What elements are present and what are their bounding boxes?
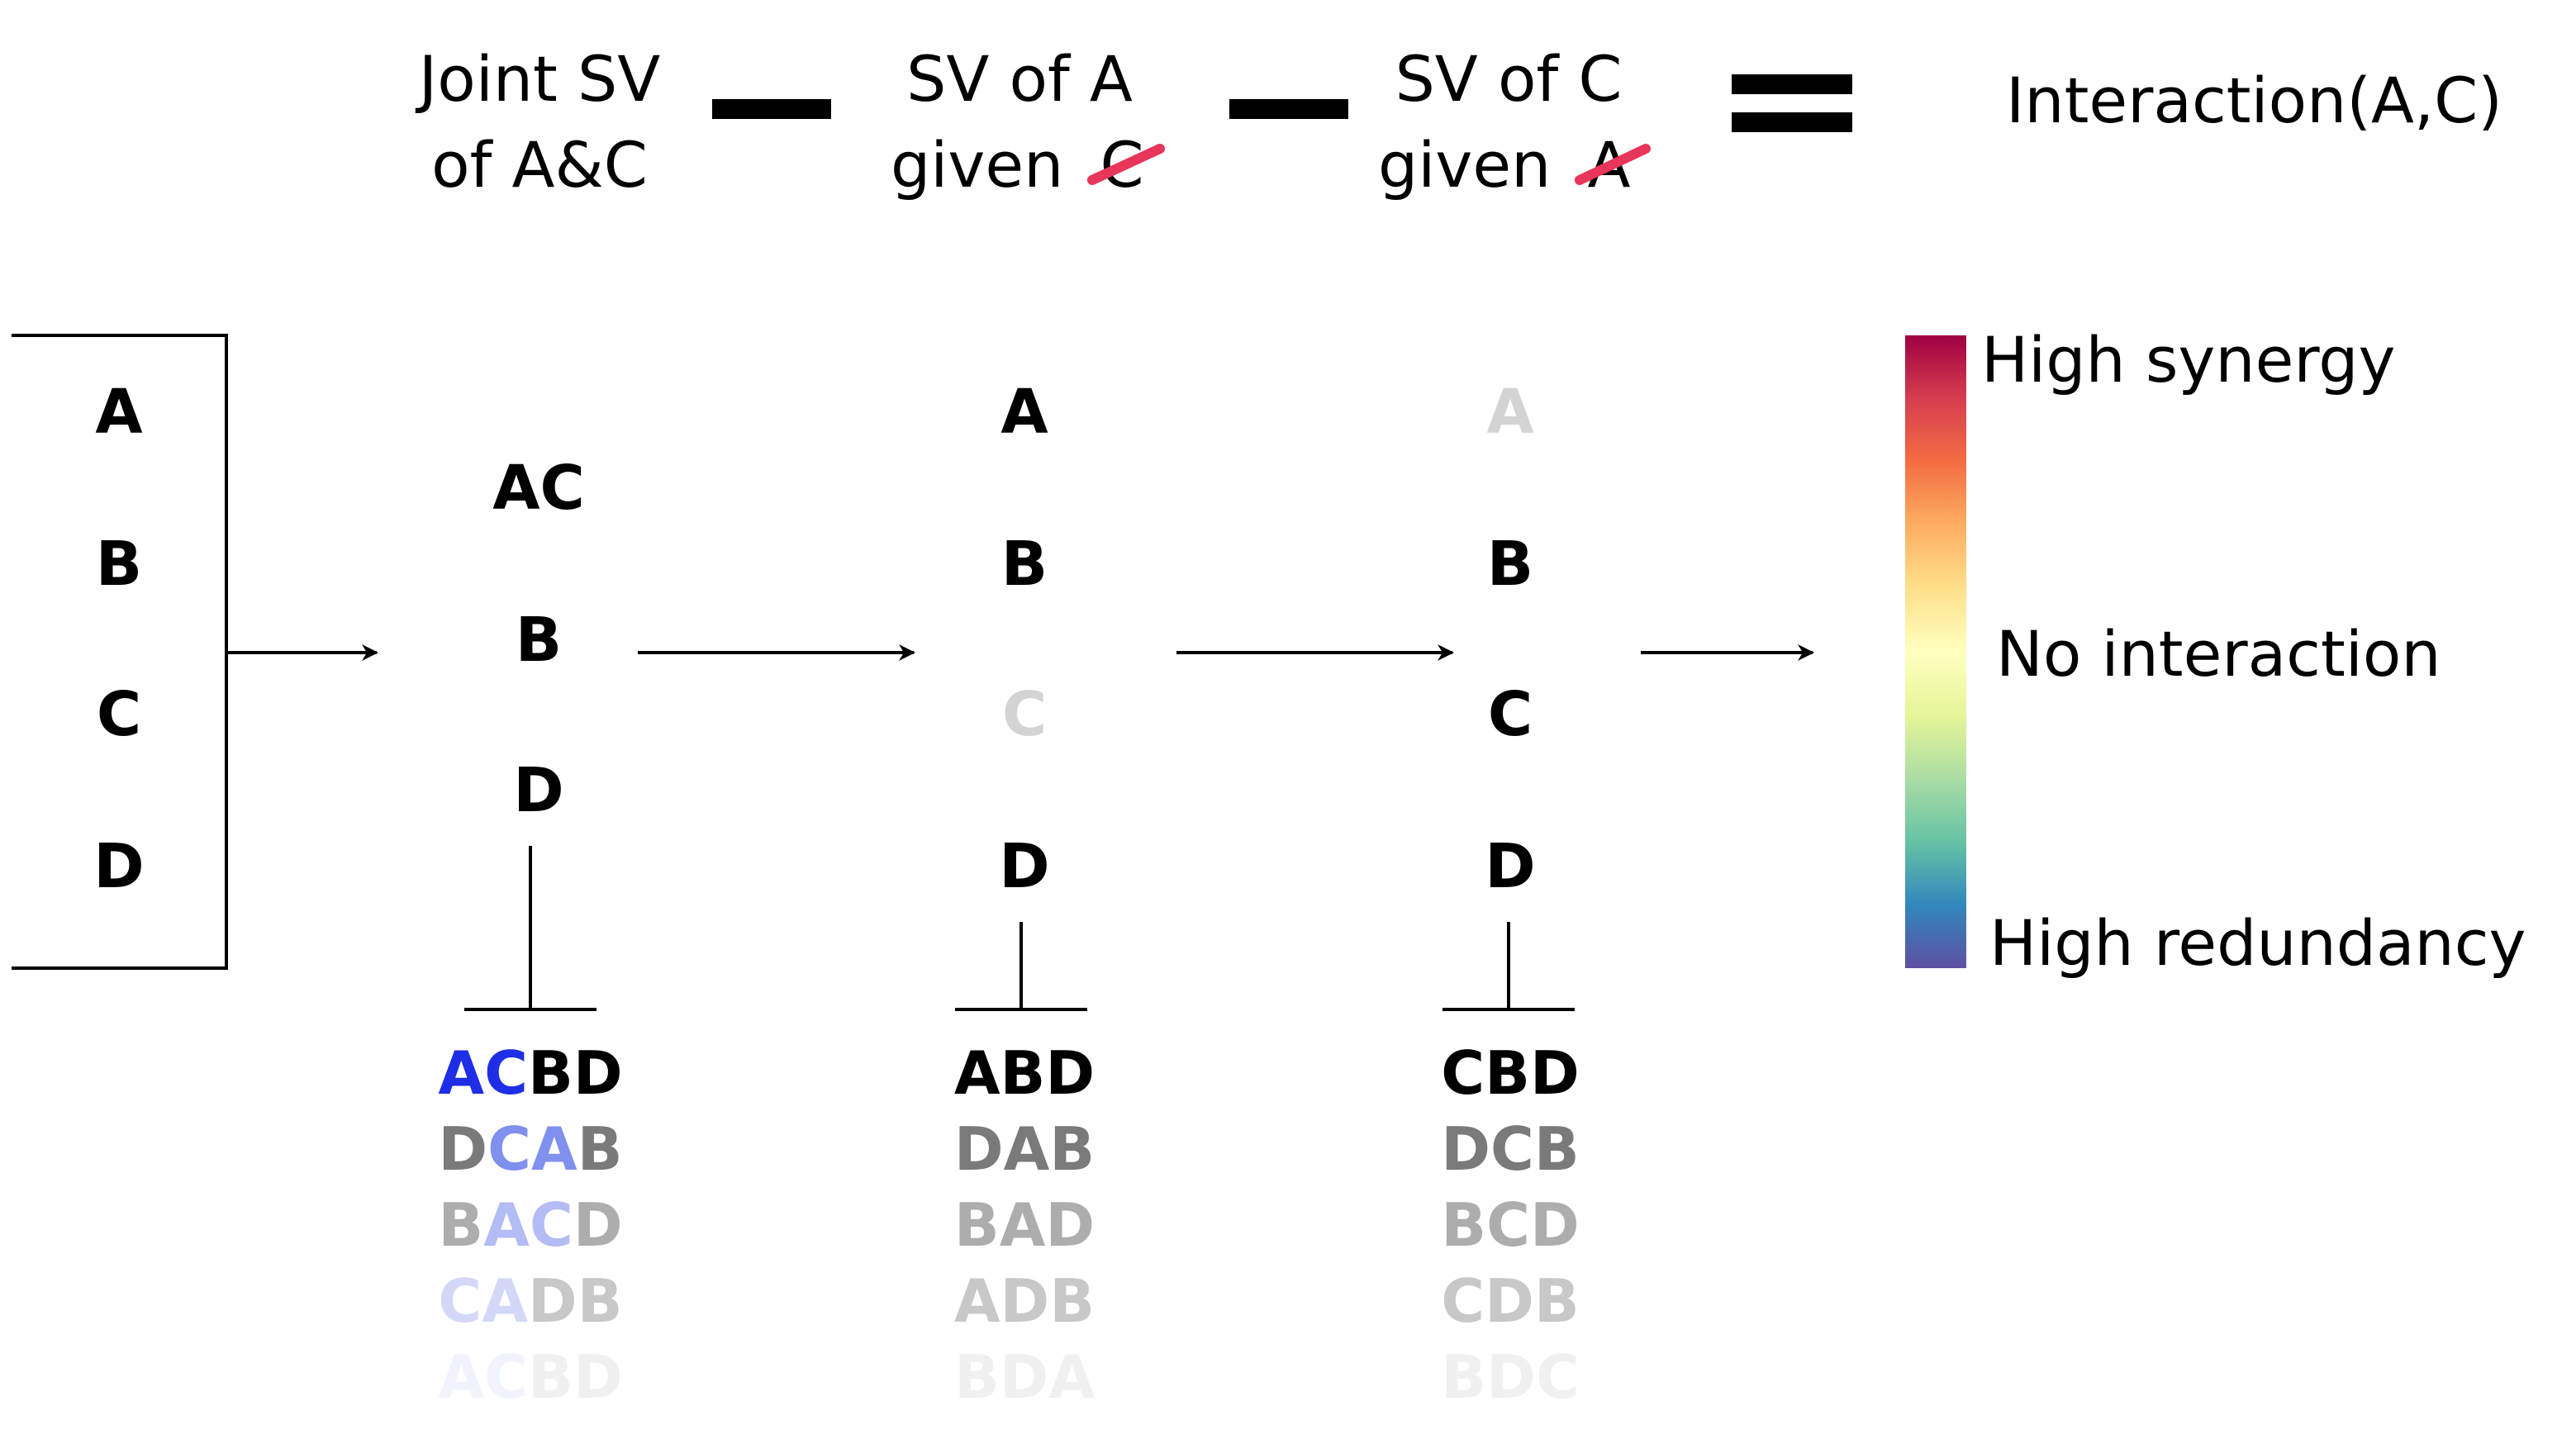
- stage-c-permutation-row: BCD: [1441, 1190, 1579, 1260]
- legend-high-synergy: High synergy: [1981, 323, 2395, 397]
- legend-high-redundancy: High redundancy: [1989, 906, 2526, 980]
- stage-a-feature-b: B: [1001, 529, 1048, 600]
- term-joint-line2: of A&C: [431, 128, 648, 202]
- joint-permutation-segment: B: [577, 1114, 623, 1184]
- input-feature-box: A B C D: [12, 334, 228, 970]
- input-feature-b: B: [96, 529, 142, 600]
- input-feature-c: C: [97, 679, 141, 750]
- joint-permutation-segment: BD: [528, 1038, 623, 1108]
- stage-c-features: A B C D: [1485, 377, 1535, 902]
- input-feature-a: A: [95, 377, 142, 448]
- interaction-legend: High synergy No interaction High redunda…: [1905, 323, 2526, 980]
- legend-colorbar: [1905, 335, 1966, 968]
- stage-a-permutation-row: BAD: [954, 1190, 1095, 1260]
- joint-permutation-segment: AC: [438, 1038, 528, 1108]
- joint-permutation-row: DCAB: [438, 1114, 622, 1184]
- joint-permutation-row: ACBD: [438, 1342, 622, 1412]
- stage-a-features: A B C D: [999, 377, 1049, 902]
- minus-sign-1: [712, 99, 831, 119]
- joint-permutation-segment: CA: [487, 1114, 577, 1184]
- stage-a-permutation-row: BDA: [954, 1342, 1096, 1412]
- joint-feature-ac: AC: [492, 453, 585, 524]
- joint-permutation-segment: B: [438, 1190, 483, 1260]
- stage-a-permutation-row: ADB: [954, 1266, 1095, 1336]
- input-feature-list: A B C D: [93, 377, 144, 902]
- stage-c-permutation-row: DCB: [1441, 1114, 1579, 1184]
- joint-permutation-segment: DB: [528, 1266, 623, 1336]
- joint-feature-d: D: [513, 755, 563, 826]
- stage-joint-features: AC B D: [492, 453, 585, 826]
- joint-permutation-row: CADB: [438, 1266, 622, 1336]
- stage-c-permutation-row: CDB: [1441, 1266, 1579, 1336]
- term-a-given-word: given: [891, 128, 1063, 202]
- result-interaction: Interaction(A,C): [2006, 64, 2502, 137]
- joint-permutation-segment: AC: [438, 1342, 528, 1412]
- stage-c-feature-d: D: [1485, 831, 1535, 902]
- joint-permutation-segment: D: [573, 1190, 623, 1260]
- joint-permutation-segment: CA: [438, 1266, 528, 1336]
- stage-c-feature-c: C: [1488, 679, 1533, 750]
- input-feature-d: D: [93, 831, 144, 902]
- term-a-given: given C: [891, 128, 1144, 202]
- joint-permutation-row: ACBD: [438, 1038, 622, 1108]
- joint-feature-b: B: [516, 605, 562, 676]
- joint-permutation-row: BACD: [438, 1190, 622, 1260]
- term-c-given-word: given: [1378, 128, 1551, 202]
- joint-permutation-segment: BD: [528, 1342, 623, 1412]
- equals-bar-top: [1732, 74, 1852, 94]
- equation-header: Joint SV of A&C SV of A given C SV of C …: [416, 42, 2502, 202]
- stage-a-feature-c: C: [1002, 679, 1047, 750]
- joint-permutation-segment: AC: [483, 1190, 573, 1260]
- stage-c-permutation-row: BDC: [1441, 1342, 1579, 1412]
- term-c-line1: SV of C: [1395, 42, 1623, 116]
- legend-no-interaction: No interaction: [1996, 617, 2441, 691]
- stage-c-permutation-row: CBD: [1441, 1038, 1579, 1108]
- term-c-given: given A: [1378, 128, 1630, 202]
- stage-c-feature-b: B: [1487, 529, 1533, 600]
- stage-a-permutation-row: DAB: [954, 1114, 1095, 1184]
- permutation-connectors: [464, 846, 1575, 1011]
- strike-mark-a: [1575, 144, 1651, 185]
- strike-mark-c: [1087, 144, 1165, 185]
- term-joint-line1: Joint SV: [416, 42, 660, 116]
- equals-bar-bottom: [1732, 112, 1852, 132]
- stage-a-feature-a: A: [1000, 377, 1048, 448]
- stage-c-feature-a: A: [1486, 377, 1533, 448]
- minus-sign-2: [1229, 99, 1348, 119]
- stage-a-feature-d: D: [999, 831, 1049, 902]
- stage-a-permutation-row: ABD: [954, 1038, 1095, 1108]
- term-a-line1: SV of A: [906, 42, 1133, 116]
- joint-permutation-segment: D: [438, 1114, 487, 1184]
